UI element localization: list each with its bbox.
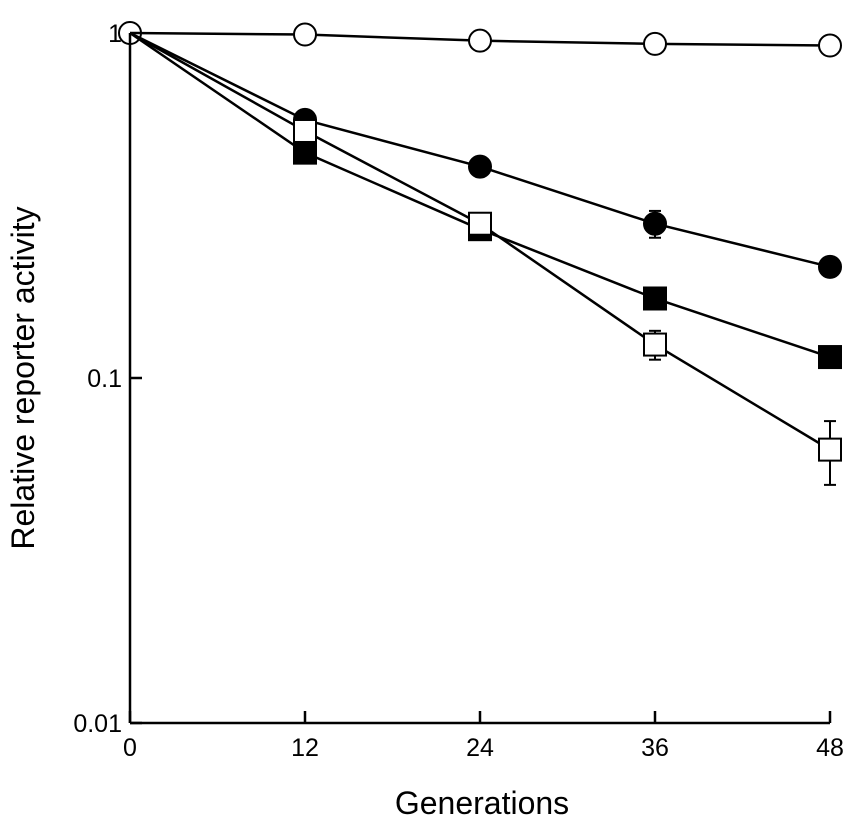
series-line — [129, 31, 831, 359]
data-point-square — [293, 140, 317, 165]
series-layer — [118, 21, 842, 486]
data-point-square — [643, 286, 667, 311]
y-axis-title: Relative reporter activity — [5, 206, 41, 549]
series-filled-circles — [129, 31, 842, 279]
x-tick-label: 0 — [123, 734, 137, 762]
data-point-square — [293, 118, 317, 143]
data-point-circle — [643, 31, 667, 56]
y-tick-label: 0.1 — [87, 365, 122, 393]
data-point-square — [818, 437, 842, 462]
series-filled-squares — [129, 31, 842, 370]
data-point-square — [818, 345, 842, 370]
x-axis-title: Generations — [395, 785, 569, 821]
axes — [128, 33, 830, 725]
series-open-circles — [118, 21, 842, 58]
data-point-circle — [468, 154, 492, 179]
data-point-circle — [468, 28, 492, 53]
x-tick-label: 24 — [466, 734, 494, 762]
data-point-circle — [293, 22, 317, 47]
data-point-square — [643, 332, 667, 357]
data-point-circle — [818, 33, 842, 58]
x-tick-label: 36 — [641, 734, 669, 762]
data-point-square — [468, 211, 492, 236]
ticks: 0 12 24 36 48 0.01 0.1 1 — [73, 20, 844, 762]
y-tick-label: 0.01 — [73, 710, 122, 738]
x-tick-label: 48 — [816, 734, 844, 762]
data-point-circle — [643, 211, 667, 236]
x-tick-label: 12 — [291, 734, 319, 762]
series-open-squares — [129, 31, 842, 486]
data-point-circle — [818, 254, 842, 279]
y-tick-label: 1 — [108, 20, 122, 48]
